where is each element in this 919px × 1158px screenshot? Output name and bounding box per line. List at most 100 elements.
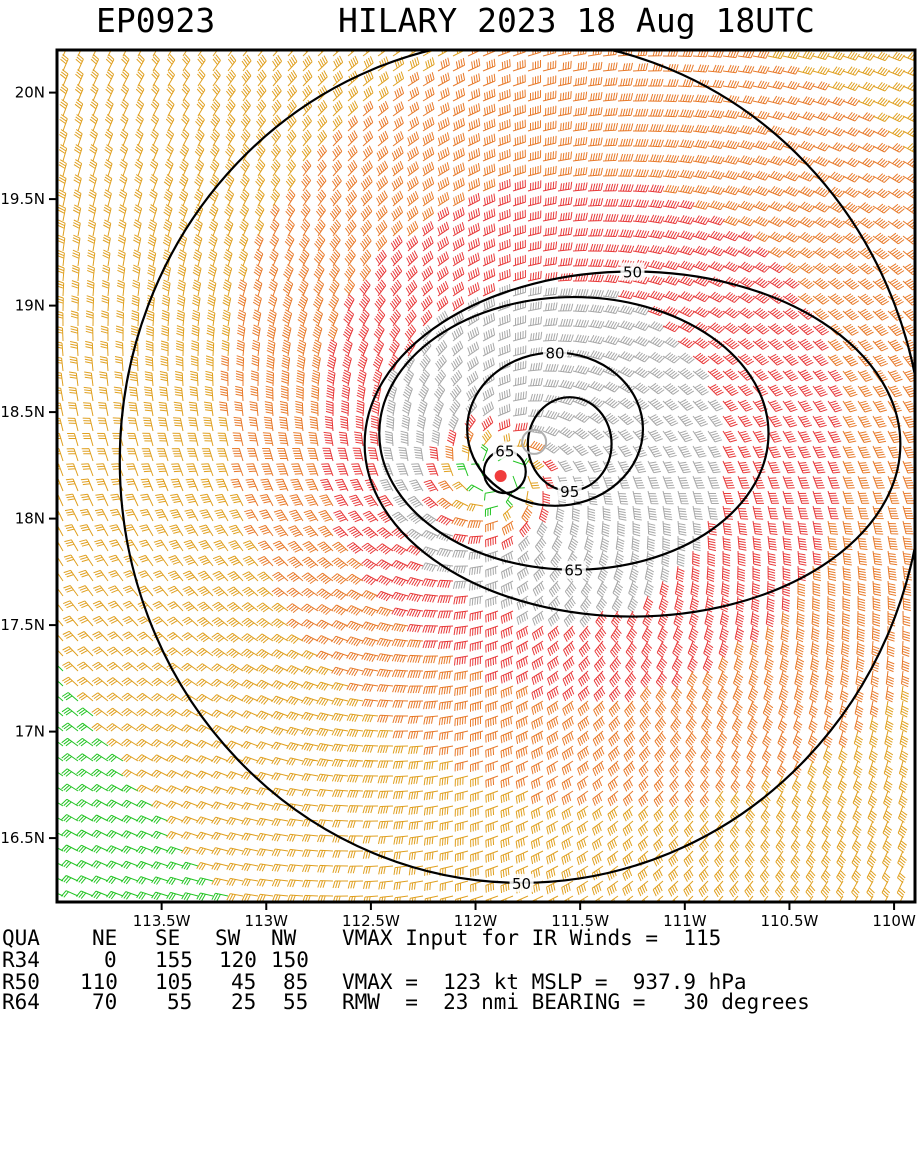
y-tick-label: 20N bbox=[15, 84, 45, 102]
wind-barb bbox=[767, 415, 783, 428]
wind-barb bbox=[692, 535, 701, 552]
wind-barb bbox=[282, 309, 293, 327]
wind-barb bbox=[662, 229, 680, 240]
wind-barb bbox=[884, 895, 889, 902]
wind-barb bbox=[546, 790, 559, 805]
wind-barb bbox=[286, 803, 304, 812]
wind-barb bbox=[797, 186, 815, 197]
wind-barb bbox=[805, 880, 816, 898]
wind-barb bbox=[576, 850, 589, 866]
wind-barb bbox=[587, 380, 605, 392]
wind-barb bbox=[592, 760, 605, 777]
wind-barb bbox=[707, 50, 725, 58]
wind-barb bbox=[500, 865, 514, 879]
wind-barb bbox=[161, 294, 171, 312]
wind-barb bbox=[707, 430, 723, 443]
wind-barb bbox=[454, 850, 469, 862]
wind-barb bbox=[482, 88, 496, 102]
wind-barb bbox=[437, 57, 450, 72]
wind-barb bbox=[210, 99, 221, 117]
wind-barb bbox=[301, 711, 319, 721]
wind-barb bbox=[331, 588, 349, 601]
wind-barb bbox=[145, 355, 154, 372]
wind-barb bbox=[327, 309, 339, 327]
wind-barb bbox=[542, 241, 558, 252]
wind-barb bbox=[346, 667, 364, 677]
wind-barb bbox=[167, 616, 184, 627]
wind-barb bbox=[100, 340, 109, 357]
wind-barb bbox=[647, 63, 664, 72]
wind-barb bbox=[842, 580, 851, 597]
wind-barb bbox=[812, 247, 830, 259]
wind-barb bbox=[317, 50, 326, 57]
wind-barb bbox=[662, 245, 680, 255]
wind-barb bbox=[776, 790, 786, 808]
wind-barb bbox=[153, 554, 169, 567]
wind-barb bbox=[857, 490, 870, 504]
wind-barb bbox=[500, 805, 514, 819]
wind-barb bbox=[246, 448, 259, 462]
wind-barb bbox=[375, 234, 388, 252]
wind-barb bbox=[872, 81, 890, 92]
r64-nw: 55 bbox=[283, 990, 309, 1014]
wind-barb bbox=[362, 759, 379, 768]
wind-barb bbox=[752, 185, 770, 197]
wind-barb bbox=[286, 159, 297, 177]
wind-barb bbox=[391, 175, 404, 192]
wind-barb bbox=[182, 601, 199, 612]
wind-barb bbox=[827, 247, 845, 259]
wind-barb bbox=[407, 161, 419, 177]
wind-barb bbox=[57, 694, 64, 702]
wind-barb bbox=[542, 90, 557, 102]
wind-barb bbox=[116, 279, 125, 297]
wind-barb bbox=[237, 294, 247, 312]
wind-barb bbox=[332, 130, 343, 147]
wind-barb bbox=[220, 370, 229, 387]
wind-barb bbox=[577, 760, 589, 776]
wind-barb bbox=[165, 129, 175, 147]
wind-barb bbox=[622, 805, 634, 822]
wind-barb bbox=[692, 276, 710, 287]
wind-barb bbox=[361, 160, 373, 177]
wind-barb bbox=[887, 97, 905, 107]
wind-barb bbox=[670, 700, 682, 718]
wind-barb bbox=[332, 70, 344, 87]
wind-barb bbox=[422, 191, 435, 207]
wind-barb bbox=[317, 864, 334, 873]
wind-barb bbox=[186, 463, 199, 477]
wind-barb bbox=[557, 288, 574, 297]
wind-barb bbox=[214, 493, 229, 507]
wind-barb bbox=[271, 618, 289, 629]
wind-barb bbox=[332, 50, 341, 57]
wind-barb bbox=[122, 50, 127, 57]
wind-barb bbox=[587, 319, 605, 329]
wind-barb bbox=[767, 246, 785, 258]
wind-barb bbox=[229, 493, 244, 507]
wind-barb bbox=[467, 118, 481, 132]
wind-barb bbox=[707, 64, 725, 73]
wind-barb bbox=[698, 880, 709, 897]
wind-barb bbox=[317, 834, 334, 843]
wind-barb bbox=[497, 134, 511, 147]
wind-barb bbox=[707, 490, 719, 504]
wind-barb bbox=[227, 571, 244, 582]
wind-barb bbox=[470, 745, 484, 758]
wind-barb bbox=[376, 699, 394, 708]
wind-barb bbox=[288, 509, 304, 522]
wind-barb bbox=[563, 640, 575, 657]
wind-barb bbox=[662, 154, 680, 163]
wind-barb bbox=[391, 511, 409, 524]
wind-barb bbox=[707, 445, 722, 458]
wind-barb bbox=[106, 829, 124, 839]
wind-barb bbox=[702, 670, 713, 688]
wind-barb bbox=[639, 685, 652, 703]
wind-barb bbox=[436, 563, 454, 573]
wind-barb bbox=[622, 865, 634, 881]
wind-barb bbox=[640, 655, 652, 673]
wind-barb bbox=[812, 201, 830, 213]
wind-barb bbox=[542, 333, 559, 342]
wind-barb bbox=[531, 640, 544, 656]
wind-barb bbox=[852, 820, 862, 838]
wind-barb bbox=[316, 635, 334, 645]
wind-barb bbox=[181, 69, 191, 87]
